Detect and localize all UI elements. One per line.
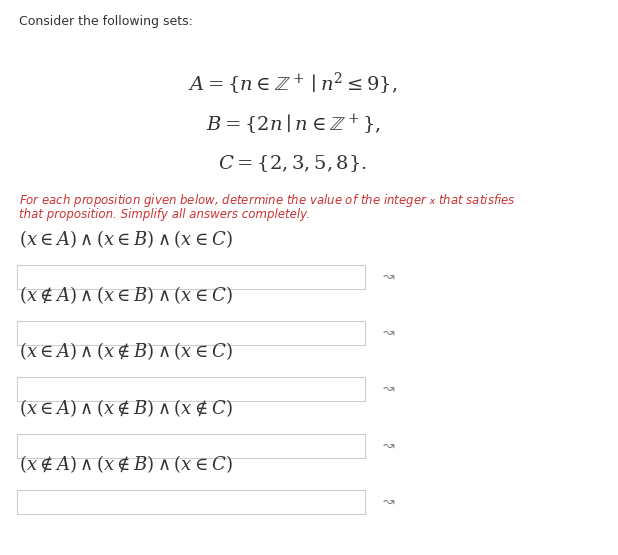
Text: $\rightsquigarrow$: $\rightsquigarrow$: [381, 493, 397, 508]
Text: $\rightsquigarrow$: $\rightsquigarrow$: [381, 381, 397, 395]
FancyBboxPatch shape: [17, 434, 365, 457]
FancyBboxPatch shape: [17, 377, 365, 401]
FancyBboxPatch shape: [17, 490, 365, 514]
Text: $(x \notin A) \wedge (x \notin B) \wedge (x \in C)$: $(x \notin A) \wedge (x \notin B) \wedge…: [19, 453, 232, 475]
FancyBboxPatch shape: [17, 265, 365, 289]
Text: Consider the following sets:: Consider the following sets:: [19, 15, 193, 28]
Text: $(x \in A) \wedge (x \in B) \wedge (x \in C)$: $(x \in A) \wedge (x \in B) \wedge (x \i…: [19, 228, 232, 250]
Text: $A = \{n \in \mathbb{Z}^+ \mid n^2 \leq 9\},$: $A = \{n \in \mathbb{Z}^+ \mid n^2 \leq …: [188, 70, 398, 97]
Text: $\rightsquigarrow$: $\rightsquigarrow$: [381, 325, 397, 339]
Text: $(x \in A) \wedge (x \notin B) \wedge (x \in C)$: $(x \in A) \wedge (x \notin B) \wedge (x…: [19, 340, 232, 362]
Text: For each proposition given below, determine the value of the integer $\mathcal{x: For each proposition given below, determ…: [19, 192, 515, 209]
Text: $(x \notin A) \wedge (x \in B) \wedge (x \in C)$: $(x \notin A) \wedge (x \in B) \wedge (x…: [19, 284, 232, 306]
Text: $B = \{2n \mid n \in \mathbb{Z}^+\},$: $B = \{2n \mid n \in \mathbb{Z}^+\},$: [206, 112, 381, 136]
Text: $C = \{2, 3, 5, 8\}.$: $C = \{2, 3, 5, 8\}.$: [218, 153, 368, 174]
Text: $\rightsquigarrow$: $\rightsquigarrow$: [381, 268, 397, 282]
FancyBboxPatch shape: [17, 321, 365, 345]
Text: $(x \in A) \wedge (x \notin B) \wedge (x \notin C)$: $(x \in A) \wedge (x \notin B) \wedge (x…: [19, 397, 232, 418]
Text: $\rightsquigarrow$: $\rightsquigarrow$: [381, 437, 397, 451]
Text: that proposition. Simplify all answers completely.: that proposition. Simplify all answers c…: [19, 209, 310, 221]
